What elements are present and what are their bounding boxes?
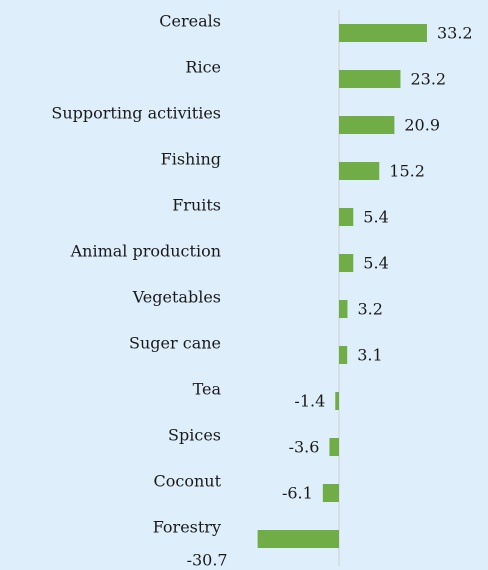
bar: [329, 438, 339, 456]
value-label: -6.1: [282, 484, 313, 503]
category-label: Forestry: [153, 518, 221, 537]
category-label: Spices: [168, 426, 221, 445]
category-label: Tea: [193, 380, 222, 399]
bar: [335, 392, 339, 410]
category-label: Animal production: [70, 242, 221, 261]
value-label: -30.7: [187, 551, 228, 570]
value-label: -3.6: [289, 438, 320, 457]
value-label: 3.1: [357, 346, 382, 365]
category-label: Supporting activities: [51, 104, 221, 123]
value-label: 20.9: [404, 116, 440, 135]
category-label: Rice: [185, 58, 221, 77]
bar: [338, 162, 380, 180]
value-label: 15.2: [389, 162, 425, 181]
category-label: Cereals: [159, 12, 221, 31]
value-label: -1.4: [294, 392, 325, 411]
value-label: 33.2: [437, 24, 473, 43]
bar: [338, 346, 348, 364]
bar: [338, 300, 348, 318]
value-label: 5.4: [363, 254, 388, 273]
category-label: Fruits: [172, 196, 221, 215]
bar: [338, 70, 401, 88]
bar: [257, 530, 339, 548]
category-label: Coconut: [153, 472, 221, 491]
bar: [322, 484, 339, 502]
value-label: 5.4: [363, 208, 388, 227]
bar: [338, 116, 395, 134]
value-label: 3.2: [357, 300, 382, 319]
category-label: Fishing: [161, 150, 221, 169]
category-label: Vegetables: [132, 288, 221, 307]
bar: [338, 208, 354, 226]
value-label: 23.2: [410, 70, 446, 89]
category-label: Suger cane: [129, 334, 221, 353]
bar: [338, 24, 427, 42]
bar: [338, 254, 354, 272]
